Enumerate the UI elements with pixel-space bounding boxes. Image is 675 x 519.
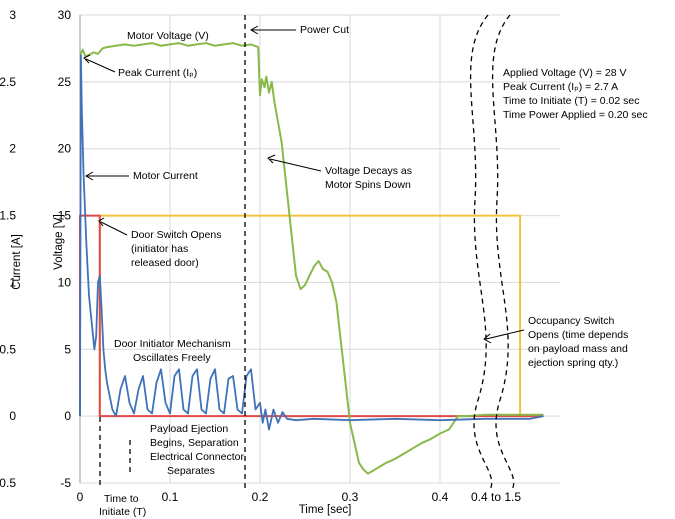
arrow-voltage-decays bbox=[269, 158, 322, 172]
x-tick-label: 0 bbox=[77, 490, 84, 504]
payload-label-4: Separates bbox=[167, 465, 215, 477]
y-voltage-tick-label: 5 bbox=[64, 342, 71, 356]
annotation-arrows bbox=[83, 25, 525, 344]
y-voltage-tick-label: 15 bbox=[58, 209, 72, 223]
series-line-motor-voltage-v bbox=[79, 42, 544, 475]
y-voltage-tick-label: 10 bbox=[58, 275, 72, 289]
y-voltage-tick-label: -5 bbox=[60, 476, 71, 490]
door-switch-label-1: Door Switch Opens bbox=[131, 229, 221, 241]
voltage-decays-label-1: Voltage Decays as bbox=[325, 165, 412, 177]
y-current-tick-label: 0.5 bbox=[0, 342, 16, 356]
door-switch-label-3: released door) bbox=[131, 257, 199, 269]
arrowhead-motor-current bbox=[84, 171, 94, 181]
y-axis-current-word: Current [A] bbox=[11, 234, 23, 290]
occupancy-label-2: Opens (time depends bbox=[528, 329, 628, 341]
x-tick-label: 0.4 to 1.5 bbox=[471, 490, 521, 504]
arrowhead-door-switch bbox=[98, 217, 105, 227]
arrowhead-voltage-decays bbox=[267, 154, 276, 164]
arrow-occupancy bbox=[485, 329, 525, 340]
arrow-peak-current bbox=[85, 58, 116, 73]
x-tick-label: 0.1 bbox=[162, 490, 179, 504]
y-axis-voltage-label: Voltage [V] bbox=[53, 214, 65, 270]
payload-label-1: Payload Ejection bbox=[150, 423, 228, 435]
arrowhead-power-cut bbox=[249, 25, 259, 35]
info-line-2: Peak Current (Iₚ) = 2.7 A bbox=[503, 81, 618, 93]
arrowhead-occupancy bbox=[483, 333, 492, 344]
info-line-1: Applied Voltage (V) = 28 V bbox=[503, 67, 626, 79]
axis-break-right bbox=[491, 14, 515, 491]
motor-voltage-label: Motor Voltage (V) bbox=[127, 30, 209, 42]
y-voltage-tick-label: 20 bbox=[58, 142, 72, 156]
y-current-tick-label: 1 bbox=[9, 275, 16, 289]
annotations: Motor Voltage (V) Power Cut Peak Current… bbox=[99, 24, 648, 518]
peak-current-label: Peak Current (Iₚ) bbox=[118, 67, 197, 79]
door-switch-label-2: (initiator has bbox=[131, 243, 188, 255]
payload-label-3: Electrical Connector bbox=[150, 451, 244, 463]
x-tick-label: 0.3 bbox=[342, 490, 359, 504]
x-tick-label: 0.4 bbox=[432, 490, 449, 504]
y-voltage-tick-label: 25 bbox=[58, 75, 72, 89]
occupancy-label-3: on payload mass and bbox=[528, 343, 628, 355]
occupancy-label-1: Occupancy Switch bbox=[528, 315, 615, 327]
arrowhead-peak-current bbox=[83, 54, 91, 64]
series-group bbox=[79, 42, 544, 475]
info-line-3: Time to Initiate (T) = 0.02 sec bbox=[503, 95, 639, 107]
time-init-label-2: Initiate (T) bbox=[99, 506, 146, 518]
motor-current-label: Motor Current bbox=[133, 170, 198, 182]
payload-label-2: Begins, Separation bbox=[150, 437, 239, 449]
y-axis-current-label: Current [A] bbox=[11, 234, 23, 290]
tick-labels: 30 25 20 15 10 5 0 -5 3 2.5 2 1.5 1 0.5 0 -0.5 0 0.1 0.2 0.… bbox=[0, 8, 521, 504]
voltage-decays-label-2: Motor Spins Down bbox=[325, 179, 411, 191]
y-current-tick-label: -0.5 bbox=[0, 476, 16, 490]
door-initiator-label-1: Door Initiator Mechanism bbox=[114, 338, 231, 350]
occupancy-label-4: ejection spring qty.) bbox=[528, 357, 618, 369]
x-axis-label: Time [sec] bbox=[299, 504, 352, 516]
door-initiator-label-2: Oscillates Freely bbox=[133, 352, 211, 364]
y-current-tick-label: 2.5 bbox=[0, 75, 16, 89]
y-current-tick-label: 3 bbox=[9, 8, 16, 22]
y-current-tick-label: 1.5 bbox=[0, 209, 16, 223]
x-tick-label: 0.2 bbox=[252, 490, 269, 504]
y-voltage-tick-label: 0 bbox=[64, 409, 71, 423]
info-line-4: Time Power Applied = 0.20 sec bbox=[503, 109, 648, 121]
series-line-motor-current bbox=[79, 54, 544, 431]
axis-break-left bbox=[469, 14, 493, 491]
y-current-tick-label: 2 bbox=[9, 142, 16, 156]
power-cut-label: Power Cut bbox=[300, 24, 349, 36]
y-voltage-tick-label: 30 bbox=[58, 8, 72, 22]
arrow-door-switch bbox=[100, 221, 128, 236]
time-init-label-1: Time to bbox=[104, 493, 139, 505]
y-current-tick-label: 0 bbox=[9, 409, 16, 423]
